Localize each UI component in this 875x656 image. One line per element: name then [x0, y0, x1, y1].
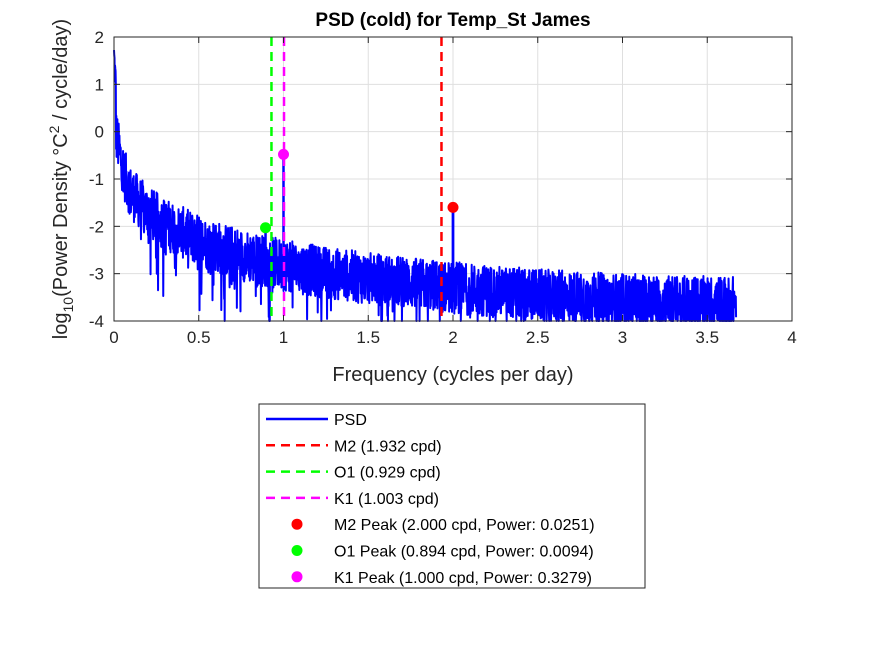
- y-axis-label: log10(Power Density °C2 / cycle/day): [46, 19, 76, 339]
- y-label-prefix: log: [50, 312, 72, 339]
- legend: PSD M2 (1.932 cpd) O1 (0.929 cpd) K1 (1.003…: [258, 403, 646, 589]
- y-tick-label-5: 1: [95, 75, 104, 94]
- x-axis-label: Frequency (cycles per day): [332, 364, 573, 386]
- legend-swatch-5: [291, 545, 303, 556]
- legend-label-0: PSD: [334, 412, 367, 429]
- y-tick-label-2: -2: [89, 217, 104, 236]
- x-tick-label-7: 3.5: [695, 328, 719, 347]
- y-tick-label-1: -3: [89, 265, 104, 284]
- psd-series: [113, 50, 738, 322]
- y-tick-label-0: -4: [89, 312, 104, 331]
- x-tick-label-5: 2.5: [526, 328, 550, 347]
- y-tick-label-6: 2: [95, 28, 104, 47]
- x-axis-ticks: 0 0.5 1 1.5 2 2.5 3 3.5 4: [109, 37, 797, 347]
- y-axis-ticks: -4 -3 -2 -1 0 1 2: [89, 28, 792, 331]
- x-tick-label-0: 0: [109, 328, 118, 347]
- constituent-lines: [270, 37, 443, 321]
- x-tick-label-8: 4: [787, 328, 796, 347]
- legend-label-4: M2 Peak (2.000 cpd, Power: 0.0251): [334, 517, 595, 534]
- y-tick-label-3: -1: [89, 170, 104, 189]
- y-label-middle: (Power Density °C: [50, 133, 72, 297]
- legend-swatch-6: [291, 571, 303, 583]
- legend-label-2: O1 (0.929 cpd): [334, 465, 441, 482]
- peak-marker-0: [447, 201, 459, 213]
- peak-markers: [260, 148, 459, 234]
- y-label-subscript: 10: [60, 297, 76, 313]
- x-tick-label-1: 0.5: [187, 328, 211, 347]
- legend-label-3: K1 (1.003 cpd): [334, 491, 439, 508]
- peak-marker-2: [278, 148, 289, 160]
- plot-area: 0 0.5 1 1.5 2 2.5 3 3.5 4 -4 -3 -2 -1 0 1 2: [89, 28, 797, 347]
- psd-line: [113, 50, 738, 322]
- x-tick-label-4: 2: [448, 328, 457, 347]
- legend-label-6: K1 Peak (1.000 cpd, Power: 0.3279): [334, 570, 592, 587]
- x-tick-label-3: 1.5: [356, 328, 380, 347]
- chart-title: PSD (cold) for Temp_St James: [315, 10, 590, 31]
- legend-box: [258, 403, 646, 589]
- x-tick-label-2: 1: [279, 328, 288, 347]
- y-label-superscript: 2: [46, 125, 62, 133]
- y-label-suffix: / cycle/day): [50, 19, 72, 126]
- peak-marker-1: [260, 222, 272, 234]
- legend-label-1: M2 (1.932 cpd): [334, 438, 442, 455]
- y-tick-label-4: 0: [95, 123, 104, 142]
- legend-label-5: O1 Peak (0.894 cpd, Power: 0.0094): [334, 544, 594, 561]
- legend-swatch-4: [291, 518, 303, 530]
- x-tick-label-6: 3: [618, 328, 627, 347]
